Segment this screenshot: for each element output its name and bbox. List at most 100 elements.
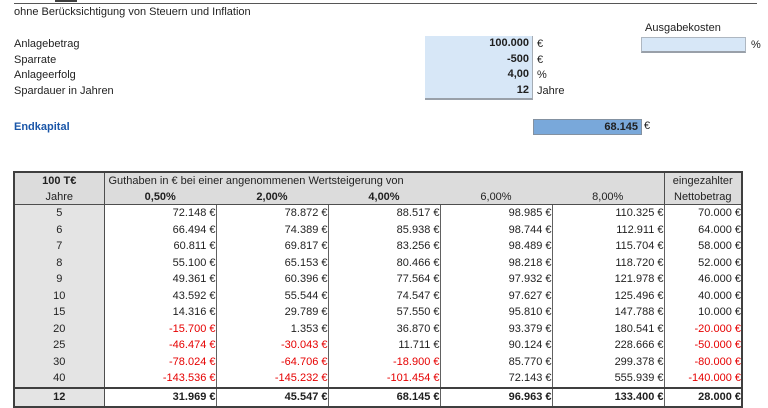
value-cell: -143.536 € [104, 370, 217, 388]
table-row: 7 60.811 €69.817 €83.256 €98.489 €115.704… [14, 238, 742, 255]
rate-header: 0,50% [104, 189, 216, 205]
year-cell: 20 [14, 320, 105, 337]
input-label: Spardauer in Jahren [14, 84, 114, 97]
table-corner-title: 100 T€ [14, 172, 105, 189]
input-label: Anlageerfolg [14, 69, 76, 81]
value-cell: 46.000 € [698, 273, 741, 286]
table-row: 40 -143.536 € -145.232 € -101.454 €72.143 €… [14, 370, 742, 388]
rate-header: 2,00% [216, 189, 328, 205]
clipped-title-fragment [55, 0, 77, 2]
table-corner-subtitle: Jahre [14, 189, 105, 205]
value-cell: 85.770 € [440, 353, 553, 370]
year-cell: 6 [14, 221, 105, 238]
value-cell: 72.148 € [104, 204, 217, 222]
table-row: 25 -46.474 € -30.043 €11.711 €90.124 €228.… [14, 337, 742, 354]
input-label: Sparrate [14, 53, 57, 66]
value-cell: 180.541 € [552, 320, 665, 337]
value-cell: 98.985 € [440, 204, 553, 222]
value-cell: 10.000 € [698, 306, 741, 319]
ausgabekosten-input[interactable] [641, 37, 746, 53]
value-cell: 115.704 € [552, 238, 665, 255]
value-cell: 88.517 € [328, 204, 441, 222]
input-unit: € [537, 38, 544, 50]
value-cell: 57.550 € [328, 304, 441, 321]
value-cell: 98.744 € [440, 221, 553, 238]
value-cell: -80.000 € [694, 355, 741, 368]
value-cell: 147.788 € [552, 304, 665, 321]
total-year-cell: 12 [14, 386, 105, 407]
results-table: 100 T€ Guthaben in € bei einer angenomme… [13, 171, 743, 408]
value-cell: 65.153 € [216, 254, 329, 271]
value-cell: 83.256 € [328, 238, 441, 255]
value-cell: 66.494 € [104, 221, 217, 238]
value-cell: 52.000 € [698, 256, 741, 269]
value-cell: 80.466 € [328, 254, 441, 271]
table-row: 5 72.148 €78.872 €88.517 €98.985 €110.325… [14, 204, 742, 222]
value-cell: 43.592 € [104, 287, 217, 304]
value-cell: 74.389 € [216, 221, 329, 238]
value-cell: 55.544 € [216, 287, 329, 304]
value-cell: 1.353 € [216, 320, 329, 337]
value-cell: 97.627 € [440, 287, 553, 304]
value-cell: 85.938 € [328, 221, 441, 238]
value-cell: -20.000 € [694, 322, 741, 335]
value-cell: -140.000 € [688, 372, 741, 385]
ausgabekosten-label: Ausgabekosten [645, 22, 721, 34]
value-cell: 299.378 € [552, 353, 665, 370]
rate-header: 6,00% [440, 189, 552, 205]
table-row: 9 49.361 €60.396 €77.564 €97.932 €121.978… [14, 271, 742, 288]
total-value-cell: 133.400 € [552, 386, 665, 407]
total-value-cell: 68.145 € [328, 386, 441, 407]
value-cell: 125.496 € [552, 287, 665, 304]
endkapital-unit: € [644, 120, 651, 132]
value-cell: 29.789 € [216, 304, 329, 321]
total-value-cell: 31.969 € [104, 386, 217, 407]
input-unit: % [537, 69, 547, 81]
value-cell: 36.870 € [328, 320, 441, 337]
table-header-row-1: 100 T€ Guthaben in € bei einer angenomme… [14, 172, 742, 189]
input-label: Anlagebetrag [14, 38, 80, 50]
total-value-cell: 96.963 € [440, 386, 553, 407]
value-cell: 11.711 € [328, 337, 441, 354]
year-cell: 30 [14, 353, 105, 370]
year-cell: 15 [14, 304, 105, 321]
value-cell: 97.932 € [440, 271, 553, 288]
endkapital-label: Endkapital [14, 121, 70, 133]
table-row: 6 66.494 €74.389 €85.938 €98.744 €112.911… [14, 221, 742, 238]
value-cell: 112.911 € [552, 221, 665, 238]
input-field[interactable]: 12 [516, 83, 529, 96]
rate-header-row: Jahre 0,50% 2,00% 4,00% 6,00% 8,00% Nettobetr… [14, 189, 742, 205]
value-cell: 95.810 € [440, 304, 553, 321]
table-body: 5 72.148 €78.872 €88.517 €98.985 €110.325… [14, 204, 742, 388]
input-unit: Jahre [537, 84, 565, 97]
value-cell: -15.700 € [104, 320, 217, 337]
value-cell: -101.454 € [328, 370, 441, 388]
value-cell: 40.000 € [698, 289, 741, 302]
value-cell: -145.232 € [216, 370, 329, 388]
value-cell: 121.978 € [552, 271, 665, 288]
input-field[interactable]: 4,00 [507, 68, 529, 80]
value-cell: 98.489 € [440, 238, 553, 255]
endkapital-value: 68.145 [533, 119, 642, 135]
table-span-header: Guthaben in € bei einer angenommenen Wer… [104, 172, 665, 189]
input-fields: 100.000 -500 4,00 12 [425, 36, 533, 100]
value-cell: 110.325 € [552, 204, 665, 222]
value-cell: 55.100 € [104, 254, 217, 271]
value-cell: 69.817 € [216, 238, 329, 255]
total-value-cell: 28.000 € [664, 386, 742, 407]
subtitle: ohne Berücksichtigung von Steuern und In… [14, 6, 251, 18]
value-cell: 93.379 € [440, 320, 553, 337]
year-cell: 5 [14, 204, 105, 222]
value-cell: 98.218 € [440, 254, 553, 271]
top-divider [14, 3, 757, 4]
value-cell: 64.000 € [698, 223, 741, 236]
value-cell: 228.666 € [552, 337, 665, 354]
value-cell: -46.474 € [104, 337, 217, 354]
year-cell: 25 [14, 337, 105, 354]
value-cell: 74.547 € [328, 287, 441, 304]
input-field[interactable]: -500 [506, 52, 529, 65]
input-field[interactable]: 100.000 [489, 37, 529, 49]
netto-header-line1: eingezahlter [663, 172, 742, 189]
year-cell: 8 [14, 254, 105, 271]
value-cell: -18.900 € [328, 353, 441, 370]
